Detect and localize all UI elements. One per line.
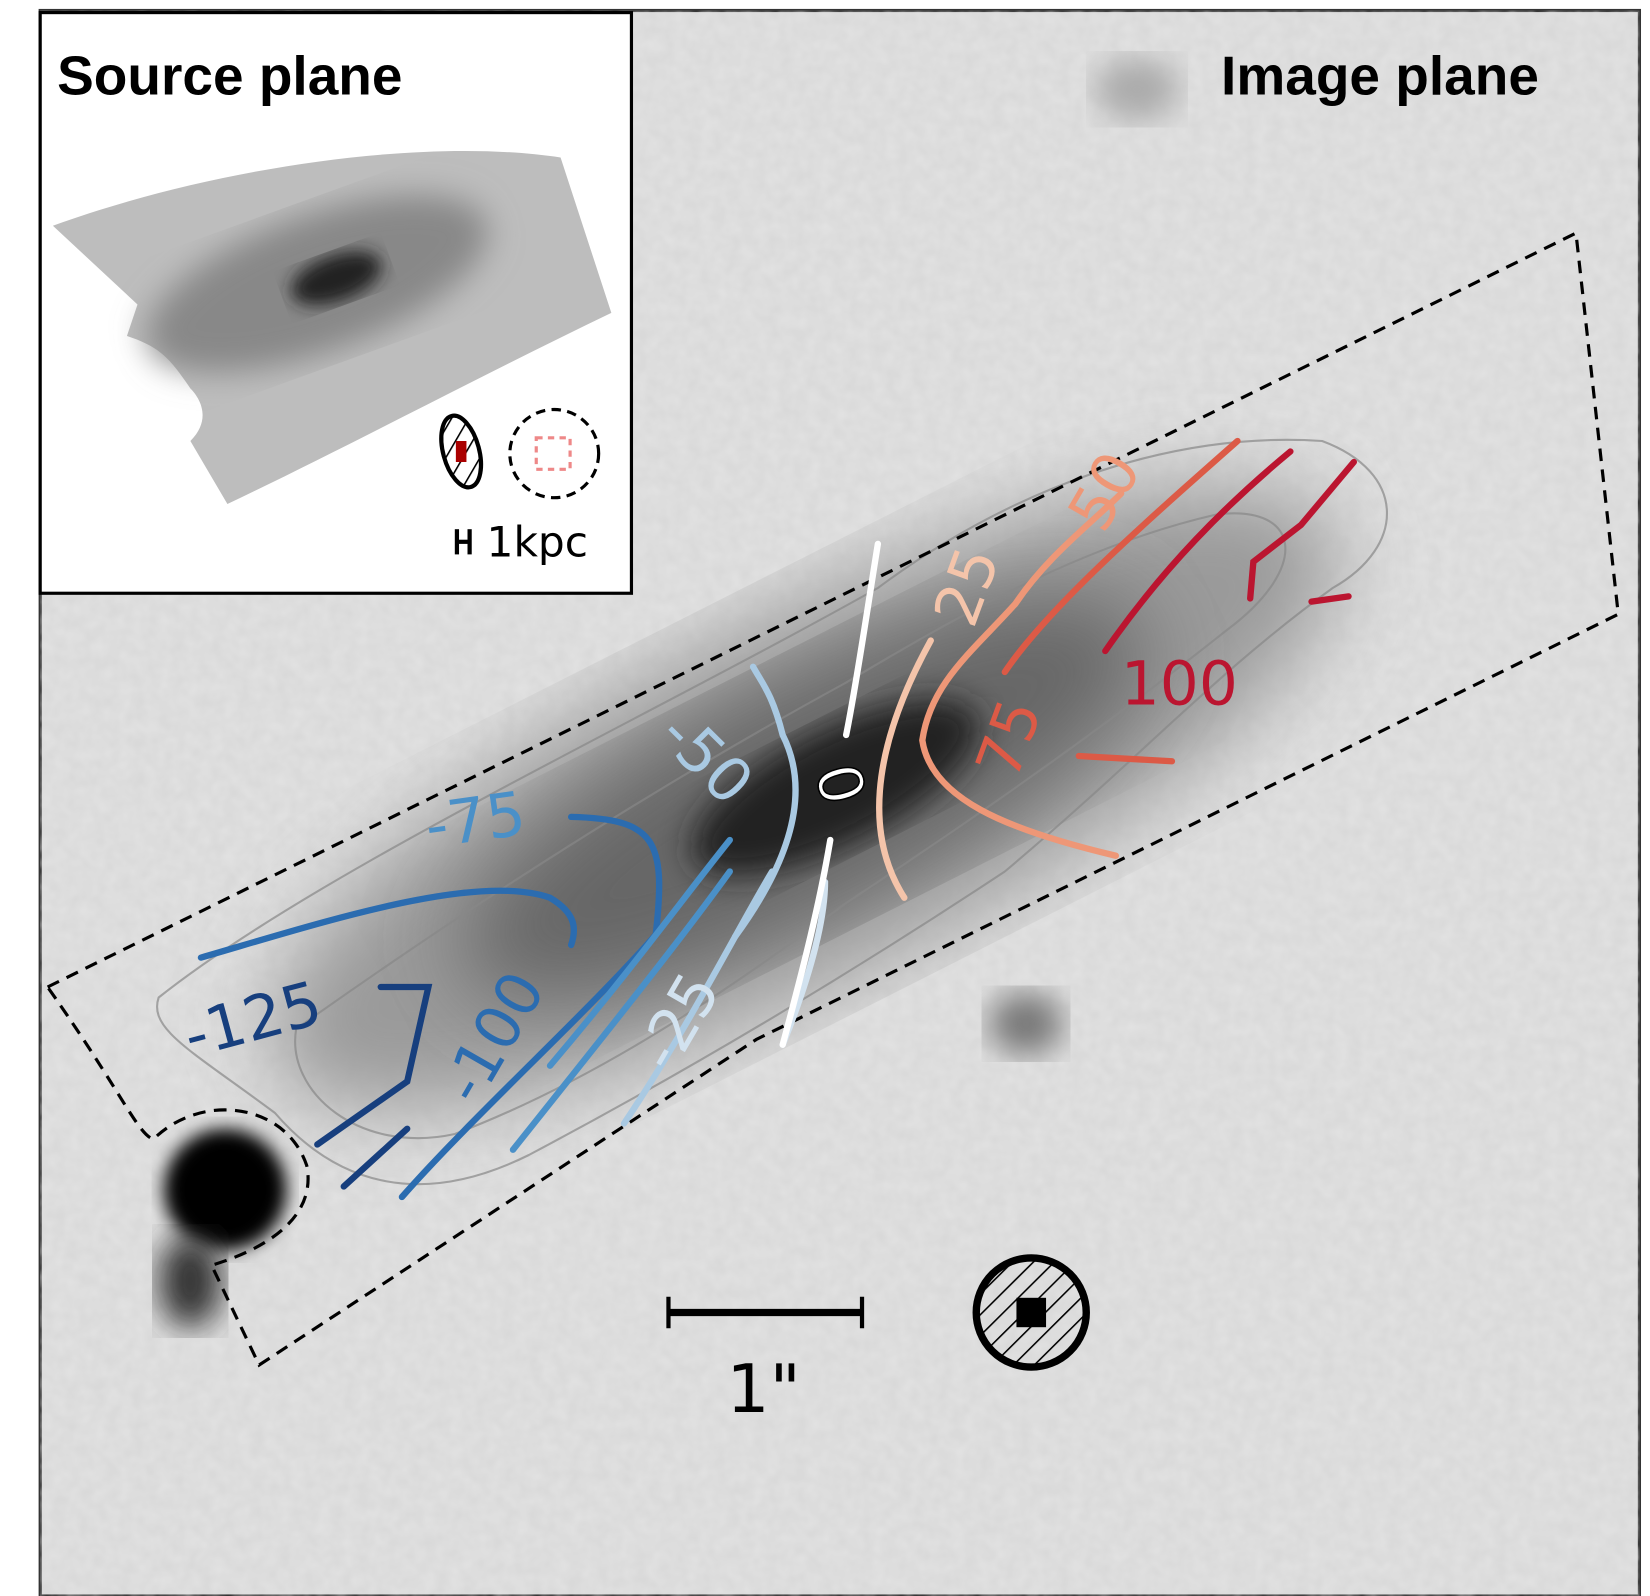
- contour-label: 100: [1121, 648, 1238, 719]
- psf-pixel: [1016, 1298, 1046, 1327]
- figure: -125-100-75-50-250255075100 1" Image pla…: [0, 0, 1650, 1596]
- scale-bar-label: 1": [727, 1349, 801, 1428]
- source-plane-title: Source plane: [57, 45, 402, 107]
- inset-psf-core: [456, 441, 467, 462]
- contour-label: -75: [421, 778, 530, 862]
- image-plane-title: Image plane: [1221, 45, 1539, 107]
- inset-scale-label: 1kpc: [487, 518, 589, 567]
